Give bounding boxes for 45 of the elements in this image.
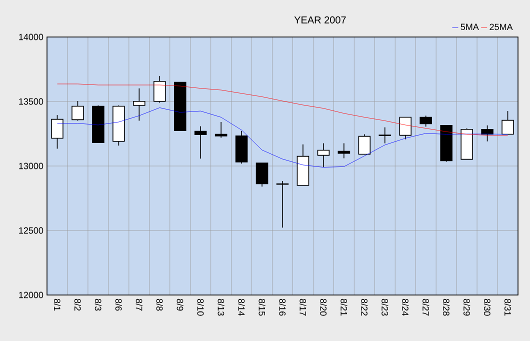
x-tick-label: 8/29 [463, 298, 470, 316]
x-tick-label: 8/14 [238, 298, 245, 316]
legend-label: 5MA [460, 24, 479, 30]
y-tick-label: 14000 [19, 34, 44, 40]
x-tick-label: 8/30 [484, 298, 491, 316]
x-tick-label: 8/8 [156, 298, 163, 311]
candlestick [72, 100, 84, 122]
y-tick-label: 13000 [19, 162, 44, 170]
candlestick [378, 126, 392, 144]
candlestick [317, 142, 330, 168]
x-tick-label: 8/20 [320, 298, 327, 316]
candlestick [194, 126, 207, 160]
x-tick-label: 8/9 [176, 298, 184, 311]
candlestick [502, 110, 514, 135]
y-tick-label: 12500 [19, 227, 44, 234]
candlestick [256, 162, 268, 188]
candlestick [420, 115, 432, 128]
x-tick-label: 8/6 [115, 298, 122, 311]
candlestick [399, 116, 412, 140]
x-tick-label: 8/23 [382, 298, 388, 316]
x-tick-label: 8/22 [361, 298, 368, 316]
chart-title: YEAR 2007 [294, 16, 346, 24]
y-tick-label: 13500 [19, 98, 44, 105]
x-tick-label: 8/24 [402, 298, 409, 316]
y-tick-label: 12000 [19, 292, 44, 298]
x-tick-label: 8/10 [197, 298, 204, 316]
candlestick [133, 88, 146, 122]
x-tick-label: 8/17 [300, 298, 306, 316]
x-tick-label: 8/2 [74, 298, 82, 311]
x-tick-label: 8/1 [54, 298, 61, 311]
x-tick-label: 8/15 [258, 298, 266, 316]
x-tick-label: 8/16 [279, 298, 286, 316]
legend-label: 25MA [490, 24, 513, 30]
x-tick-label: 8/21 [340, 298, 348, 316]
x-tick-label: 8/7 [136, 298, 142, 311]
candlestick [358, 134, 371, 155]
candlestick [154, 76, 166, 104]
candlestick [51, 114, 64, 150]
candlestick [214, 122, 228, 138]
x-tick-label: 8/13 [218, 298, 224, 316]
x-tick-label: 8/28 [443, 298, 450, 316]
x-tick-label: 8/31 [504, 298, 512, 316]
candlestick [338, 142, 350, 159]
x-tick-label: 8/3 [94, 298, 102, 311]
x-tick-label: 8/27 [422, 298, 430, 316]
